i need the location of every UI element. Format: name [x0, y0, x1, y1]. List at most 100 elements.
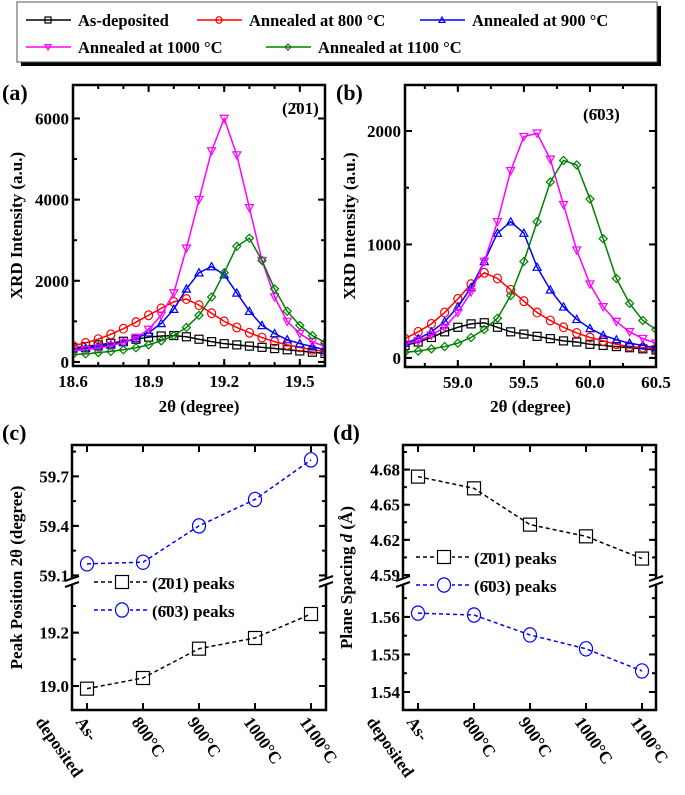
- peak-annotation: (6̄03): [583, 105, 620, 124]
- data-point-triangle-down: [193, 195, 205, 205]
- data-point-diamond: [479, 324, 490, 335]
- data-point-circle: [598, 335, 608, 346]
- data-point-square: [532, 331, 542, 341]
- data-point-diamond: [73, 349, 78, 360]
- data-point-triangle-up: [571, 314, 582, 324]
- data-point-circle: [144, 310, 154, 321]
- data-point-square: [181, 332, 191, 342]
- data-point-diamond: [413, 346, 424, 356]
- series-line-2: [73, 265, 325, 351]
- plot-frame-b: [403, 83, 658, 369]
- data-point-circle: [257, 332, 267, 343]
- data-point-triangle-up: [307, 341, 318, 351]
- data-point-triangle-down: [637, 334, 648, 344]
- y-tick-label: 1.56: [370, 608, 400, 627]
- x-tick-label: 19.5: [285, 372, 315, 391]
- data-point-triangle-up: [492, 227, 503, 237]
- data-point-diamond: [505, 290, 516, 301]
- series-line-4: [73, 237, 325, 356]
- data-point-triangle-up: [319, 344, 325, 354]
- data-point-diamond: [307, 330, 318, 341]
- series-line-1: [86, 459, 312, 565]
- data-point-circle: [106, 329, 116, 340]
- data-point-triangle-up: [518, 227, 529, 237]
- data-point-diamond: [105, 346, 116, 357]
- y-tick-label: 59.1: [39, 566, 69, 585]
- y-tick-label: 19.0: [39, 677, 69, 696]
- data-point-triangle-up: [193, 267, 205, 277]
- data-point-circle: [80, 337, 91, 348]
- panel-label: (b): [336, 80, 363, 105]
- data-point-diamond: [405, 347, 410, 358]
- data-point-diamond: [519, 256, 529, 267]
- data-point-diamond: [93, 347, 104, 358]
- data-point-diamond: [244, 233, 255, 244]
- data-point-diamond: [118, 344, 129, 355]
- data-point-triangle-down: [231, 151, 242, 161]
- data-point-triangle-down: [505, 166, 516, 176]
- data-point-circle: [282, 339, 292, 350]
- data-point-square: [232, 340, 242, 350]
- data-point-triangle-up: [452, 301, 463, 311]
- legend-label: Annealed at 900 °C: [472, 11, 608, 30]
- data-point-square: [135, 670, 151, 686]
- data-point-circle: [466, 607, 482, 623]
- data-point-triangle-down: [118, 338, 129, 348]
- legend-marker-bg: [436, 548, 452, 566]
- data-point-diamond: [426, 343, 437, 354]
- data-point-triangle-down: [219, 114, 230, 124]
- x-tick-label: 59.0: [443, 373, 473, 392]
- data-point-circle: [532, 307, 542, 318]
- plot-area-b: [405, 129, 656, 358]
- data-point-triangle-down: [269, 293, 280, 303]
- data-point-triangle-down: [294, 329, 305, 339]
- series-line-0: [405, 321, 656, 351]
- data-point-circle: [585, 332, 595, 343]
- plot-frame-a: [71, 83, 327, 368]
- data-point-square: [410, 469, 426, 484]
- data-point-circle: [181, 294, 191, 305]
- data-point-circle: [320, 346, 325, 357]
- data-point-diamond: [598, 233, 609, 244]
- x-tick-label: 18.9: [134, 372, 164, 391]
- legend-marker-square: [44, 16, 52, 24]
- data-point-circle: [492, 273, 503, 284]
- data-point-diamond: [181, 322, 192, 333]
- data-point-square: [585, 339, 595, 349]
- series-line-0: [86, 613, 312, 690]
- data-point-circle: [191, 518, 207, 534]
- data-point-square: [519, 329, 529, 339]
- x-category-label: 1100°C: [296, 713, 341, 767]
- data-point-triangle-down: [518, 132, 529, 142]
- data-point-circle: [519, 296, 529, 307]
- data-point-diamond: [231, 241, 242, 252]
- x-axis-title: 2θ (degree): [159, 397, 240, 416]
- data-point-diamond: [219, 267, 230, 278]
- x-category-label: 800°C: [128, 713, 169, 760]
- data-point-triangle-up: [598, 329, 609, 340]
- axis-break-mark: [318, 575, 334, 582]
- data-point-triangle-up: [637, 340, 648, 350]
- data-point-diamond: [131, 342, 141, 353]
- x-category-label: As-: [403, 713, 433, 744]
- data-point-triangle-up: [650, 342, 656, 352]
- data-point-square: [558, 336, 569, 346]
- legend-label: As-deposited: [78, 11, 169, 30]
- data-point-diamond: [532, 216, 542, 227]
- data-point-circle: [413, 326, 423, 337]
- data-point-diamond: [206, 292, 217, 302]
- data-point-square: [545, 334, 555, 344]
- data-point-triangle-down: [545, 155, 556, 165]
- data-point-diamond: [257, 255, 267, 266]
- data-point-triangle-down: [426, 331, 437, 341]
- data-point-square: [479, 318, 489, 328]
- data-point-triangle-up: [405, 337, 411, 347]
- y-tick-label: 1000: [367, 235, 401, 254]
- legend-marker-square: [114, 574, 130, 590]
- peak-annotation: (2̄01): [282, 99, 319, 118]
- data-point-square: [257, 342, 267, 352]
- data-point-triangle-down: [319, 342, 325, 352]
- data-point-triangle-down: [73, 346, 79, 356]
- data-point-triangle-down: [80, 345, 91, 356]
